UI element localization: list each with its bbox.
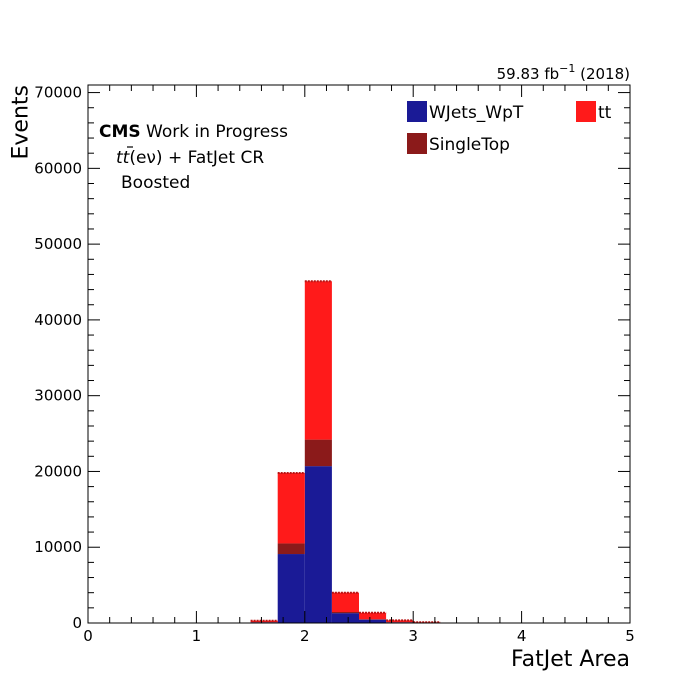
y-tick-label: 20000 bbox=[34, 462, 82, 480]
region-label: tt(eν) + FatJet CR bbox=[116, 148, 264, 168]
bar-wjets-wpt-3 bbox=[331, 613, 359, 623]
x-tick-label: 0 bbox=[83, 627, 93, 645]
bar-wjets-wpt-1 bbox=[277, 554, 305, 623]
legend-swatch-singletop bbox=[407, 133, 427, 154]
y-tick-label: 10000 bbox=[34, 538, 82, 556]
x-axis-title: FatJet Area bbox=[511, 647, 630, 672]
luminosity-label: 59.83 fb−1 (2018) bbox=[497, 62, 630, 83]
bar-wjets-wpt-4 bbox=[359, 619, 387, 623]
y-tick-label: 30000 bbox=[34, 387, 82, 405]
bar-singletop-3 bbox=[331, 612, 359, 614]
bar-singletop-1 bbox=[277, 543, 305, 555]
lumi-value: 59.83 fb bbox=[497, 65, 560, 83]
tick-labels: 0 1 2 3 4 5 0 10000 20000 30000 40000 50000 60000 700… bbox=[34, 84, 634, 645]
legend-swatch-tt bbox=[576, 101, 596, 122]
y-tick-label: 0 bbox=[72, 614, 82, 632]
x-tick-label: 5 bbox=[625, 627, 635, 645]
region-tag: Boosted bbox=[121, 173, 190, 193]
y-tick-label: 60000 bbox=[34, 159, 82, 177]
legend-label-tt: tt bbox=[598, 103, 612, 123]
legend-swatch-wjets bbox=[407, 101, 427, 122]
lumi-year: (2018) bbox=[575, 65, 630, 83]
y-tick-label: 70000 bbox=[34, 84, 82, 102]
legend: WJets_WpT tt SingleTop bbox=[407, 101, 612, 155]
bar-wjets-wpt-2 bbox=[304, 466, 332, 623]
y-tick-label: 40000 bbox=[34, 311, 82, 329]
bar-singletop-2 bbox=[304, 439, 332, 467]
y-axis-title: Events bbox=[9, 85, 34, 160]
bar-tt-1 bbox=[277, 472, 305, 544]
bar-tt-4 bbox=[359, 612, 387, 620]
cms-label: CMS Work in Progress bbox=[99, 122, 288, 142]
cms-status: Work in Progress bbox=[141, 122, 288, 142]
plot-frame bbox=[87, 84, 631, 624]
x-tick-label: 2 bbox=[300, 627, 310, 645]
minor-ticks bbox=[88, 85, 630, 623]
legend-label-wjets: WJets_WpT bbox=[429, 103, 524, 123]
cms-logo-text: CMS bbox=[99, 122, 141, 142]
x-tick-label: 3 bbox=[408, 627, 418, 645]
bar-tt-3 bbox=[331, 592, 359, 613]
bar-tt-2 bbox=[304, 281, 332, 440]
x-tick-label: 4 bbox=[517, 627, 527, 645]
x-tick-label: 1 bbox=[192, 627, 202, 645]
region-suffix: (eν) + FatJet CR bbox=[129, 148, 264, 168]
legend-label-singletop: SingleTop bbox=[429, 135, 510, 155]
histogram-bars bbox=[250, 280, 441, 624]
ttbar-symbol: tt bbox=[116, 148, 131, 168]
y-tick-label: 50000 bbox=[34, 235, 82, 253]
lumi-exponent: −1 bbox=[559, 62, 575, 75]
